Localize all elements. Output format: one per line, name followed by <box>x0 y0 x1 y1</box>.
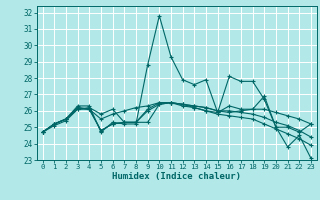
X-axis label: Humidex (Indice chaleur): Humidex (Indice chaleur) <box>112 172 241 181</box>
